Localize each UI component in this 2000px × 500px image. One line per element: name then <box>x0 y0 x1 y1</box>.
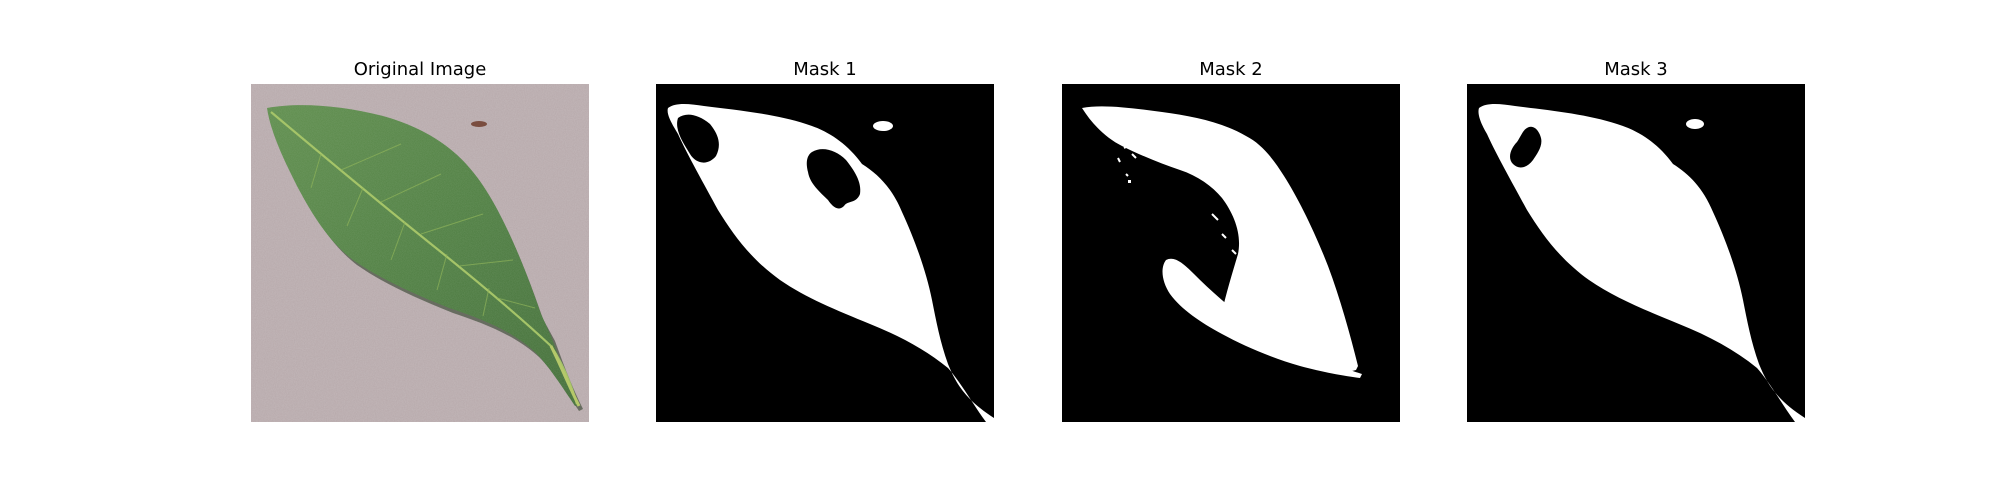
mask-1-canvas <box>656 84 994 422</box>
background-speck <box>471 121 487 127</box>
mask-1-image <box>656 84 994 422</box>
mask-1-leaf-region <box>667 104 994 422</box>
panel-title-mask-2: Mask 2 <box>1199 59 1263 80</box>
panel-title-mask-3: Mask 3 <box>1604 59 1668 80</box>
mask-2-canvas <box>1062 84 1400 422</box>
leaf-midrib <box>270 111 579 405</box>
mask-3-leaf-region <box>1478 104 1805 422</box>
mask-1-hole-left <box>677 114 719 163</box>
panel-title-mask-1: Mask 1 <box>793 59 857 80</box>
mask-3-speck <box>1686 119 1704 129</box>
mask-2-noise-edge <box>1111 137 1247 281</box>
mask-2-leaf-region-lower <box>1162 258 1362 378</box>
mask-2-dot <box>1128 180 1131 183</box>
mask-3-canvas <box>1467 84 1805 422</box>
mask-3-image <box>1467 84 1805 422</box>
mask-2-leaf-region-upper <box>1082 106 1358 372</box>
mask-2-image <box>1062 84 1400 422</box>
mask-1-hole-center <box>806 149 861 209</box>
mask-1-speck <box>873 121 893 131</box>
original-image-canvas <box>251 84 589 422</box>
leaf-stem <box>549 345 581 407</box>
mask-3-hole <box>1510 126 1542 168</box>
leaf-veins <box>310 143 536 317</box>
leaf-texture <box>267 105 579 407</box>
panel-title-original: Original Image <box>353 59 487 80</box>
original-image <box>251 84 589 422</box>
